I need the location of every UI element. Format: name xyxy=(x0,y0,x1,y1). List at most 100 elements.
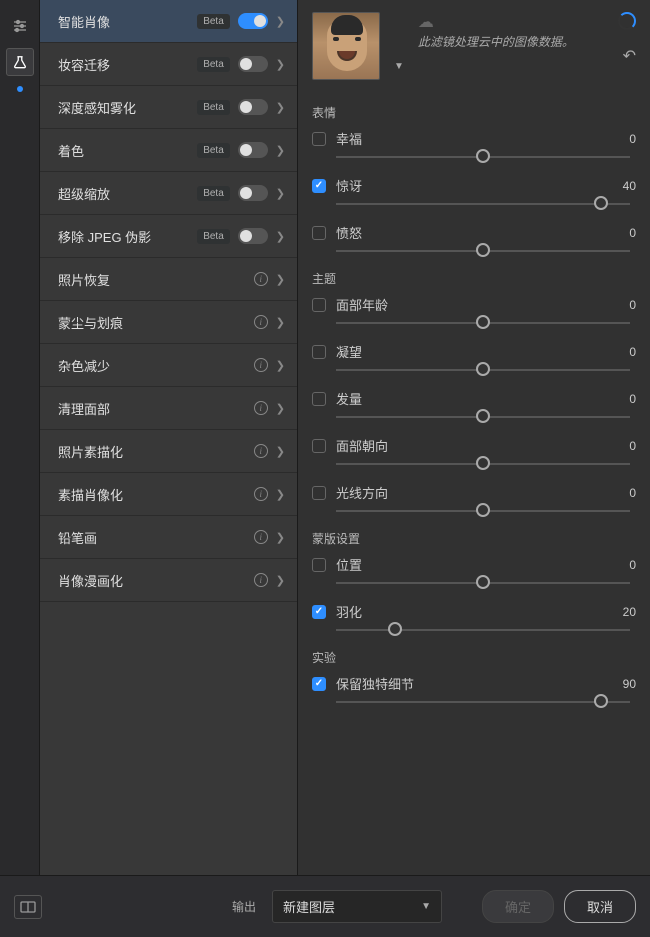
chevron-right-icon: ❯ xyxy=(276,144,285,157)
sidebar-item[interactable]: 肖像漫画化i❯ xyxy=(40,559,297,602)
sidebar-item-label: 着色 xyxy=(58,141,197,160)
info-icon[interactable]: i xyxy=(254,401,268,415)
slider-thumb[interactable] xyxy=(476,409,490,423)
sidebar-item[interactable]: 素描肖像化i❯ xyxy=(40,473,297,516)
face-selector-chevron-icon[interactable]: ▼ xyxy=(390,57,408,76)
sidebar-item[interactable]: 照片恢复i❯ xyxy=(40,258,297,301)
slider-row: 幸福0 xyxy=(312,129,636,158)
slider-track[interactable] xyxy=(336,369,630,371)
filter-toggle[interactable] xyxy=(238,142,268,158)
slider-value: 90 xyxy=(623,677,636,691)
face-thumbnail[interactable] xyxy=(312,12,380,80)
slider-value: 0 xyxy=(629,439,636,453)
slider-track[interactable] xyxy=(336,416,630,418)
slider-row: 发量0 xyxy=(312,389,636,418)
reset-icon[interactable]: ↶ xyxy=(623,46,636,66)
info-icon[interactable]: i xyxy=(254,573,268,587)
filter-toggle[interactable] xyxy=(238,56,268,72)
sidebar-item-label: 清理面部 xyxy=(58,399,254,418)
chevron-right-icon: ❯ xyxy=(276,230,285,243)
slider-thumb[interactable] xyxy=(476,575,490,589)
info-icon[interactable]: i xyxy=(254,487,268,501)
slider-thumb[interactable] xyxy=(476,456,490,470)
beta-badge: Beta xyxy=(197,143,230,158)
slider-thumb[interactable] xyxy=(476,503,490,517)
slider-row: 惊讶40 xyxy=(312,176,636,205)
slider-thumb[interactable] xyxy=(476,315,490,329)
info-icon[interactable]: i xyxy=(254,315,268,329)
filter-toggle[interactable] xyxy=(238,228,268,244)
chevron-right-icon: ❯ xyxy=(276,531,285,544)
sidebar-item[interactable]: 清理面部i❯ xyxy=(40,387,297,430)
beta-badge: Beta xyxy=(197,186,230,201)
output-dropdown-value: 新建图层 xyxy=(283,897,335,916)
sidebar-item-label: 移除 JPEG 伪影 xyxy=(58,227,197,246)
sidebar-item[interactable]: 深度感知雾化Beta❯ xyxy=(40,86,297,129)
slider-track[interactable] xyxy=(336,463,630,465)
sidebar-item[interactable]: 铅笔画i❯ xyxy=(40,516,297,559)
sidebar-item-label: 照片恢复 xyxy=(58,270,254,289)
sidebar-item-label: 杂色减少 xyxy=(58,356,254,375)
slider-checkbox[interactable] xyxy=(312,392,326,406)
sidebar-item-label: 蒙尘与划痕 xyxy=(58,313,254,332)
slider-checkbox[interactable] xyxy=(312,226,326,240)
sidebar-item[interactable]: 蒙尘与划痕i❯ xyxy=(40,301,297,344)
active-indicator-dot xyxy=(17,86,23,92)
slider-track[interactable] xyxy=(336,203,630,205)
sidebar-item[interactable]: 移除 JPEG 伪影Beta❯ xyxy=(40,215,297,258)
info-icon[interactable]: i xyxy=(254,358,268,372)
slider-track[interactable] xyxy=(336,156,630,158)
chevron-right-icon: ❯ xyxy=(276,445,285,458)
loading-spinner-icon xyxy=(618,12,636,30)
compare-view-icon[interactable] xyxy=(14,895,42,919)
slider-row: 愤怒0 xyxy=(312,223,636,252)
ok-button[interactable]: 确定 xyxy=(482,890,554,923)
slider-thumb[interactable] xyxy=(388,622,402,636)
slider-track[interactable] xyxy=(336,629,630,631)
sliders-scroll-area[interactable]: 表情幸福0惊讶40愤怒0主题面部年龄0凝望0发量0面部朝向0光线方向0蒙版设置位… xyxy=(298,92,650,875)
slider-checkbox[interactable] xyxy=(312,677,326,691)
slider-thumb[interactable] xyxy=(476,243,490,257)
slider-thumb[interactable] xyxy=(594,196,608,210)
slider-checkbox[interactable] xyxy=(312,439,326,453)
slider-thumb[interactable] xyxy=(476,362,490,376)
chevron-right-icon: ❯ xyxy=(276,488,285,501)
flask-tab-icon[interactable] xyxy=(6,48,34,76)
sidebar-item[interactable]: 杂色减少i❯ xyxy=(40,344,297,387)
slider-checkbox[interactable] xyxy=(312,486,326,500)
info-icon[interactable]: i xyxy=(254,530,268,544)
filter-toggle[interactable] xyxy=(238,99,268,115)
output-dropdown[interactable]: 新建图层 ▼ xyxy=(272,890,442,923)
slider-checkbox[interactable] xyxy=(312,605,326,619)
sidebar-item[interactable]: 妆容迁移Beta❯ xyxy=(40,43,297,86)
cancel-button[interactable]: 取消 xyxy=(564,890,636,923)
sidebar-item[interactable]: 智能肖像Beta❯ xyxy=(40,0,297,43)
chevron-right-icon: ❯ xyxy=(276,15,285,28)
sidebar-item-label: 超级缩放 xyxy=(58,184,197,203)
slider-track[interactable] xyxy=(336,701,630,703)
sidebar-item[interactable]: 超级缩放Beta❯ xyxy=(40,172,297,215)
sidebar-item[interactable]: 着色Beta ❯ xyxy=(40,129,297,172)
slider-thumb[interactable] xyxy=(594,694,608,708)
slider-track[interactable] xyxy=(336,250,630,252)
slider-value: 0 xyxy=(629,345,636,359)
filter-toggle[interactable] xyxy=(238,185,268,201)
left-rail xyxy=(0,0,40,875)
slider-checkbox[interactable] xyxy=(312,132,326,146)
slider-track[interactable] xyxy=(336,510,630,512)
sidebar-item[interactable]: 照片素描化i❯ xyxy=(40,430,297,473)
info-icon[interactable]: i xyxy=(254,272,268,286)
filters-tab-icon[interactable] xyxy=(6,12,34,40)
slider-checkbox[interactable] xyxy=(312,558,326,572)
slider-value: 20 xyxy=(623,605,636,619)
slider-checkbox[interactable] xyxy=(312,179,326,193)
slider-track[interactable] xyxy=(336,582,630,584)
info-icon[interactable]: i xyxy=(254,444,268,458)
slider-thumb[interactable] xyxy=(476,149,490,163)
content-panel: ▼ ☁ 此滤镜处理云中的图像数据。 ↶ 表情幸福0惊讶40愤怒0主题面部年龄0凝… xyxy=(298,0,650,875)
slider-checkbox[interactable] xyxy=(312,345,326,359)
slider-track[interactable] xyxy=(336,322,630,324)
sidebar-item-label: 智能肖像 xyxy=(58,12,197,31)
filter-toggle[interactable] xyxy=(238,13,268,29)
slider-checkbox[interactable] xyxy=(312,298,326,312)
